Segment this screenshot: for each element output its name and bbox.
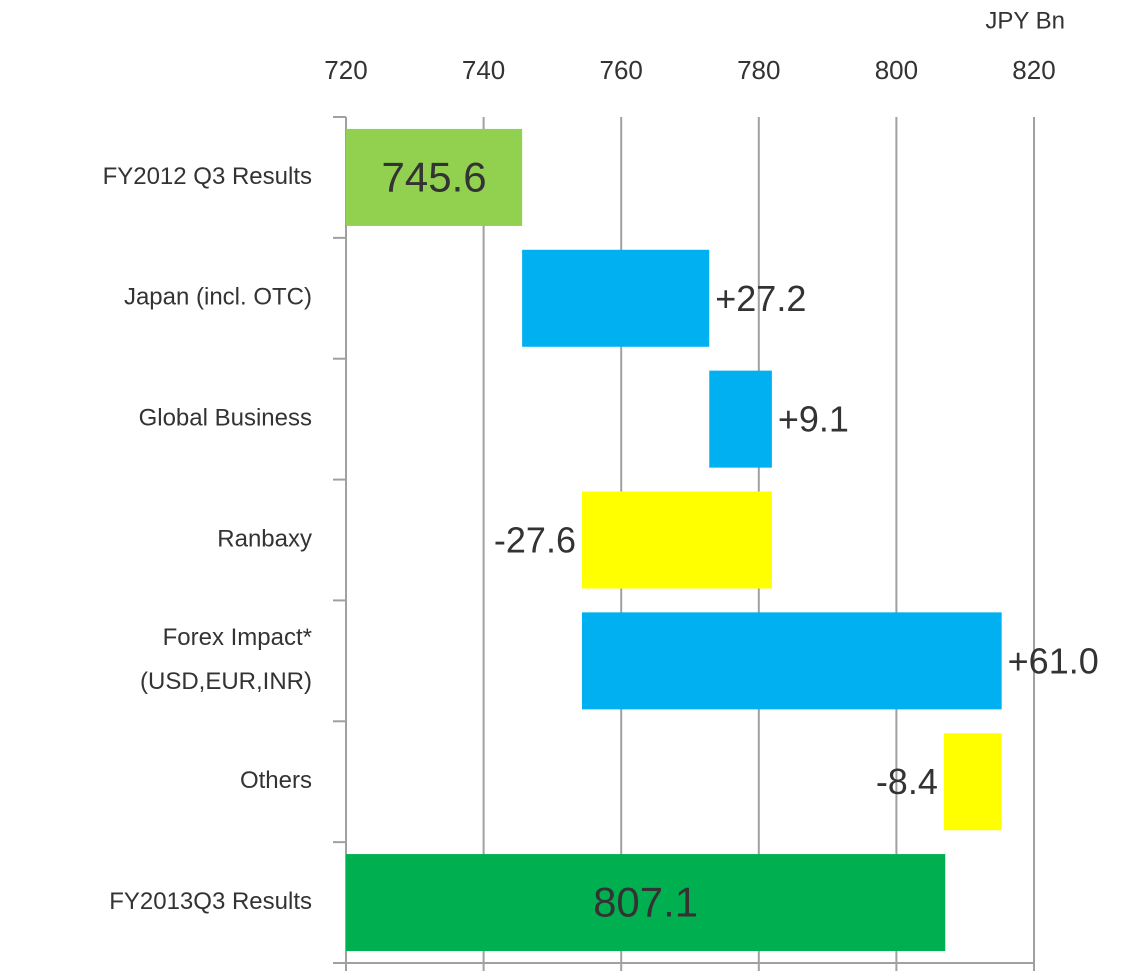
data-label: +61.0 <box>1008 640 1099 681</box>
data-label: -8.4 <box>876 761 938 802</box>
x-tick-label: 780 <box>737 55 780 85</box>
axis-unit: JPY Bn <box>985 7 1065 34</box>
x-tick-label: 740 <box>462 55 505 85</box>
data-label: 807.1 <box>593 879 698 926</box>
data-label: +9.1 <box>778 399 849 440</box>
y-tick-label: Japan (incl. OTC) <box>124 284 312 311</box>
bar <box>346 128 523 226</box>
x-tick-label: 760 <box>600 55 643 85</box>
data-label: 745.6 <box>382 154 487 201</box>
bar <box>346 854 946 952</box>
y-tick-label: FY2013Q3 Results <box>109 888 312 915</box>
bar <box>581 612 1002 710</box>
data-label: +27.2 <box>715 278 806 319</box>
y-tick-label: Ranbaxy <box>217 525 312 552</box>
bar <box>943 733 1002 831</box>
x-tick-label: 800 <box>875 55 918 85</box>
y-tick-label: FY2012 Q3 Results <box>103 163 312 190</box>
y-tick-label: Global Business <box>139 404 312 431</box>
x-tick-label: 720 <box>324 55 367 85</box>
y-tick-label: Forex Impact* (USD,EUR,INR) <box>140 624 312 695</box>
x-tick-label: 820 <box>1012 55 1055 85</box>
bar <box>709 370 772 468</box>
bar <box>522 249 710 347</box>
y-tick-label: Others <box>240 767 312 794</box>
data-label: -27.6 <box>494 520 576 561</box>
bar <box>581 491 772 589</box>
